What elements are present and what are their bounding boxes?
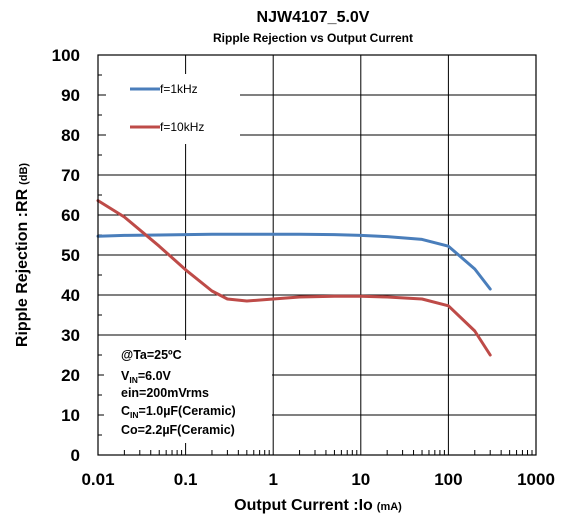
x-tick-label: 10 (351, 470, 370, 489)
condition-temperature: @Ta=25ºC (121, 348, 182, 362)
y-tick-label: 60 (61, 206, 80, 225)
legend-label-1khz: f=1kHz (160, 82, 198, 96)
plot-frame (97, 54, 537, 456)
series-line-0 (96, 232, 492, 291)
conditions-annotation: @Ta=25ºC VIN=6.0V ein=200mVrms CIN=1.0µF… (121, 348, 236, 437)
x-axis-label: Output Current :Io (234, 497, 373, 514)
condition-ein: ein=200mVrms (121, 386, 209, 400)
condition-co: Co=2.2µF(Ceramic) (121, 423, 235, 437)
series-line-1 (96, 199, 492, 357)
y-tick-label: 10 (61, 406, 80, 425)
y-axis-title: Ripple Rejection :RR (dB) (14, 163, 31, 348)
vin-subscript: IN (129, 375, 138, 385)
y-axis-unit: (dB) (18, 163, 30, 185)
x-tick-label: 0.01 (81, 470, 114, 489)
x-tick-label: 1000 (517, 470, 555, 489)
y-tick-label: 70 (61, 166, 80, 185)
y-tick-label: 30 (61, 326, 80, 345)
legend: f=1kHz f=10kHz (130, 82, 204, 134)
legend-background (106, 74, 240, 144)
x-tick-label: 0.1 (174, 470, 198, 489)
grid-lines (98, 55, 536, 455)
vin-prefix: V (121, 369, 130, 383)
y-tick-label: 20 (61, 366, 80, 385)
y-axis-label: Ripple Rejection :RR (14, 188, 31, 347)
vin-value: =6.0V (138, 369, 172, 383)
condition-vin: VIN=6.0V (121, 369, 172, 385)
annotation-background (104, 340, 272, 443)
y-tick-label: 50 (61, 246, 80, 265)
cin-value: =1.0µF(Ceramic) (139, 404, 236, 418)
x-axis-unit: (mA) (377, 501, 402, 513)
data-series (96, 199, 492, 357)
y-tick-label: 0 (71, 446, 80, 465)
x-axis-title: Output Current :Io (mA) (234, 497, 402, 514)
legend-label-10khz: f=10kHz (160, 120, 204, 134)
y-tick-label: 90 (61, 86, 80, 105)
y-tick-label: 100 (52, 46, 80, 65)
tick-labels: 0 10 20 30 40 50 60 70 80 90 100 0.01 0.1 1 10 100 1000 (52, 46, 555, 489)
chart-subtitle: Ripple Rejection vs Output Current (213, 31, 413, 45)
chart-title: NJW4107_5.0V (257, 9, 370, 26)
y-tick-label: 80 (61, 126, 80, 145)
x-tick-label: 1 (268, 470, 277, 489)
x-tick-label: 100 (434, 470, 462, 489)
y-tick-label: 40 (61, 286, 80, 305)
condition-cin: CIN=1.0µF(Ceramic) (121, 404, 236, 420)
cin-prefix: C (121, 404, 130, 418)
cin-subscript: IN (130, 410, 139, 420)
